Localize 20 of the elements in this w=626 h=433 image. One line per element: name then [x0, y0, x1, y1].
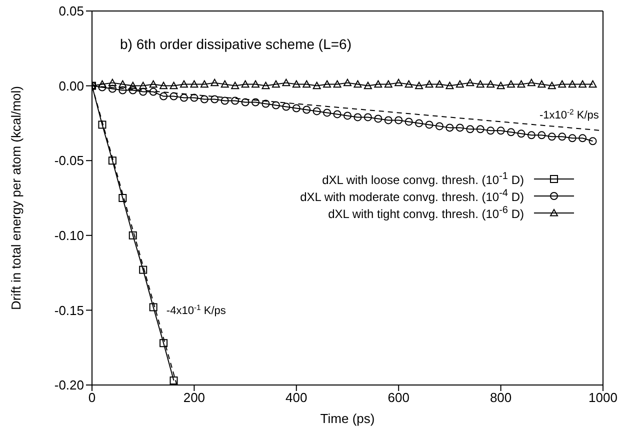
y-tick-label: 0.05 [58, 4, 84, 19]
x-tick-label: 1000 [588, 390, 618, 406]
x-tick-label: 200 [183, 390, 206, 406]
y-tick-label: -0.10 [54, 228, 84, 244]
legend-label: dXL with tight convg. thresh. (10$^{-6}$ D) [328, 204, 524, 221]
y-axis-title: Drift in total energy per atom (kcal/mol) [8, 86, 24, 310]
legend-label: dXL with moderate convg. thresh. (10$^{-4}$ D) [300, 187, 524, 204]
y-tick-label: -0.20 [54, 378, 84, 393]
y-tick-label: -0.05 [54, 153, 84, 168]
x-tick-label: 400 [286, 390, 308, 406]
y-tick-label: 0.00 [58, 78, 84, 94]
legend-label: dXL with loose convg. thresh. (10$^{-1}$ D) [322, 170, 524, 187]
text: b) 6th order dissipative scheme (L=6) [120, 36, 352, 52]
x-tick-label: 800 [490, 390, 512, 406]
y-tick-label: -0.15 [54, 302, 84, 318]
x-tick-label: 600 [388, 390, 410, 406]
annotation: -4x10$^{-1}$ K/ps [166, 302, 226, 318]
annotation: -1x10$^{-2}$ K/ps [539, 106, 600, 122]
x-axis-title: Time (ps) [320, 411, 375, 426]
x-tick-label: 0 [88, 390, 96, 406]
